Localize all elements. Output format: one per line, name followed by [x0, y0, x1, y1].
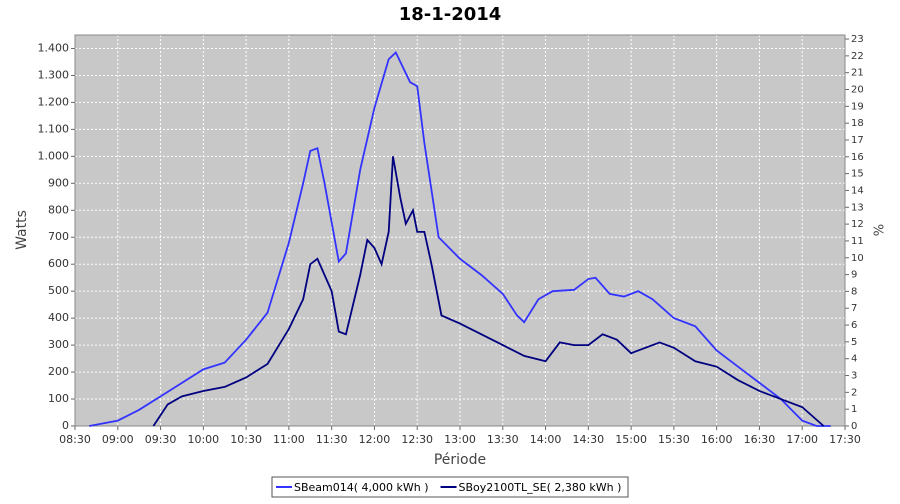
x-tick-label: 12:00 — [359, 433, 391, 446]
y2-tick-label: 16 — [851, 152, 864, 163]
x-tick-label: 11:30 — [316, 433, 348, 446]
x-tick-label: 17:00 — [786, 433, 818, 446]
y2-tick-label: 15 — [851, 169, 864, 180]
y2-tick-label: 4 — [851, 354, 857, 365]
x-tick-label: 15:30 — [658, 433, 690, 446]
y2-tick-label: 12 — [851, 219, 864, 230]
y-tick-label: 1.100 — [38, 122, 70, 135]
y2-tick-label: 11 — [851, 236, 864, 247]
y2-tick-label: 17 — [851, 135, 864, 146]
y-tick-label: 100 — [48, 392, 69, 405]
y-tick-label: 1.300 — [38, 68, 70, 81]
x-tick-label: 09:00 — [102, 433, 134, 446]
y-tick-label: 700 — [48, 230, 69, 243]
legend-label: SBoy2100TL_SE( 2,380 kWh ) — [459, 481, 622, 494]
series-line — [89, 51, 831, 427]
y-axis-title: Watts — [14, 210, 30, 250]
y2-tick-label: 19 — [851, 101, 864, 112]
x-tick-label: 10:00 — [187, 433, 219, 446]
y2-tick-label: 1 — [851, 404, 857, 415]
x-axis-title: Période — [434, 452, 486, 468]
y2-tick-label: 5 — [851, 337, 857, 348]
y-tick-label: 900 — [48, 176, 69, 189]
legend-label: SBeam014( 4,000 kWh ) — [294, 481, 429, 494]
x-tick-label: 09:30 — [145, 433, 177, 446]
y-tick-label: 800 — [48, 203, 69, 216]
y2-tick-label: 8 — [851, 286, 857, 297]
x-tick-label: 17:30 — [829, 433, 861, 446]
y-tick-label: 400 — [48, 311, 69, 324]
y2-tick-label: 10 — [851, 253, 864, 264]
y2-tick-label: 22 — [851, 51, 864, 62]
x-tick-label: 08:30 — [59, 433, 91, 446]
x-tick-label: 13:30 — [487, 433, 519, 446]
y2-tick-label: 3 — [851, 371, 857, 382]
y2-tick-label: 20 — [851, 85, 864, 96]
x-tick-label: 16:30 — [744, 433, 776, 446]
x-tick-label: 12:30 — [401, 433, 433, 446]
y2-tick-label: 7 — [851, 303, 857, 314]
chart-title: 18-1-2014 — [399, 4, 502, 25]
x-tick-label: 14:30 — [572, 433, 604, 446]
plot-border — [74, 34, 846, 427]
x-tick-label: 11:00 — [273, 433, 305, 446]
y2-tick-label: 0 — [851, 421, 857, 432]
x-tick-label: 15:00 — [615, 433, 647, 446]
y2-axis-title: % — [873, 224, 888, 236]
y2-tick-label: 14 — [851, 185, 864, 196]
y-tick-label: 500 — [48, 284, 69, 297]
x-tick-label: 13:00 — [444, 433, 476, 446]
y2-tick-label: 21 — [851, 68, 864, 79]
y2-tick-label: 6 — [851, 320, 857, 331]
y-tick-label: 300 — [48, 338, 69, 351]
x-tick-label: 10:30 — [230, 433, 262, 446]
y2-tick-label: 2 — [851, 387, 857, 398]
y2-tick-label: 13 — [851, 202, 864, 213]
y2-tick-label: 9 — [851, 270, 857, 281]
y-tick-label: 200 — [48, 365, 69, 378]
y-tick-label: 1.400 — [38, 41, 70, 54]
x-tick-label: 14:00 — [530, 433, 562, 446]
y-tick-label: 1.000 — [38, 149, 70, 162]
series-line — [152, 156, 825, 427]
y2-tick-label: 23 — [851, 34, 864, 45]
y2-tick-label: 18 — [851, 118, 864, 129]
y-tick-label: 0 — [62, 419, 69, 432]
y-tick-label: 1.200 — [38, 95, 70, 108]
x-tick-label: 16:00 — [701, 433, 733, 446]
y-tick-label: 600 — [48, 257, 69, 270]
